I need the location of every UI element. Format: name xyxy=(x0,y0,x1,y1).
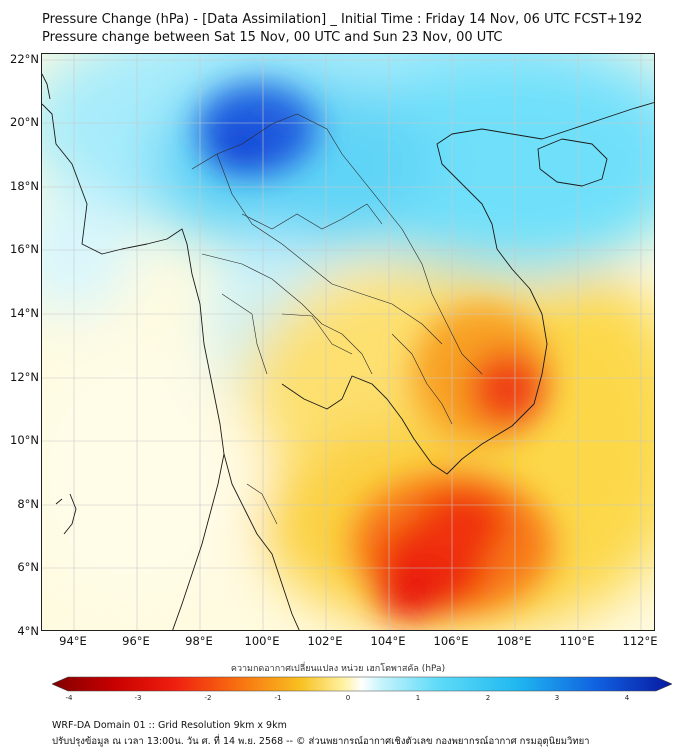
coastlines xyxy=(42,73,654,630)
colorbar-tick-neg3: -3 xyxy=(134,694,142,702)
colorbar xyxy=(52,676,672,692)
colorbar-tick-3: 3 xyxy=(554,694,560,702)
lat-label-18: 18°N xyxy=(10,179,39,193)
borders xyxy=(191,113,483,525)
colorbar-tick-4: 4 xyxy=(624,694,630,702)
colorbar-tick-2: 2 xyxy=(485,694,491,702)
colorbar-gradient xyxy=(52,676,672,692)
colorbar-tick-neg4: -4 xyxy=(65,694,73,702)
footer-update-info: ปรับปรุงข้อมูล ณ เวลา 13:00น. วัน ศ. ที่… xyxy=(52,736,590,747)
lon-label-108: 108°E xyxy=(496,634,532,648)
lon-label-112: 112°E xyxy=(622,634,658,648)
lon-label-102: 102°E xyxy=(307,634,343,648)
colorbar-tick-neg2: -2 xyxy=(204,694,212,702)
lat-label-4: 4°N xyxy=(17,624,39,638)
chart-title-line1: Pressure Change (hPa) - [Data Assimilati… xyxy=(42,12,643,27)
lat-label-12: 12°N xyxy=(10,370,39,384)
lon-label-104: 104°E xyxy=(370,634,406,648)
lon-label-98: 98°E xyxy=(185,634,213,648)
colorbar-tick-0: 0 xyxy=(345,694,351,702)
lat-label-10: 10°N xyxy=(10,433,39,447)
lat-label-8: 8°N xyxy=(17,497,39,511)
pressure-change-map xyxy=(41,53,655,631)
colorbar-tick-1: 1 xyxy=(415,694,421,702)
lat-label-22: 22°N xyxy=(10,52,39,66)
footer-model-info: WRF-DA Domain 01 :: Grid Resolution 9km … xyxy=(52,720,287,731)
colorbar-tick-neg1: -1 xyxy=(274,694,282,702)
lon-label-106: 106°E xyxy=(433,634,469,648)
graticule xyxy=(42,54,654,630)
chart-title-line2: Pressure change between Sat 15 Nov, 00 U… xyxy=(42,30,503,45)
colorbar-title: ความกดอากาศเปลี่ยนแปลง หน่วย เฮกโตพาสคัล… xyxy=(230,664,446,674)
lat-label-6: 6°N xyxy=(17,560,39,574)
lat-label-14: 14°N xyxy=(10,306,39,320)
lon-label-94: 94°E xyxy=(59,634,87,648)
lon-label-96: 96°E xyxy=(122,634,150,648)
lat-label-20: 20°N xyxy=(10,115,39,129)
lon-label-110: 110°E xyxy=(559,634,595,648)
map-svg xyxy=(42,54,654,630)
lat-label-16: 16°N xyxy=(10,242,39,256)
lon-label-100: 100°E xyxy=(244,634,280,648)
